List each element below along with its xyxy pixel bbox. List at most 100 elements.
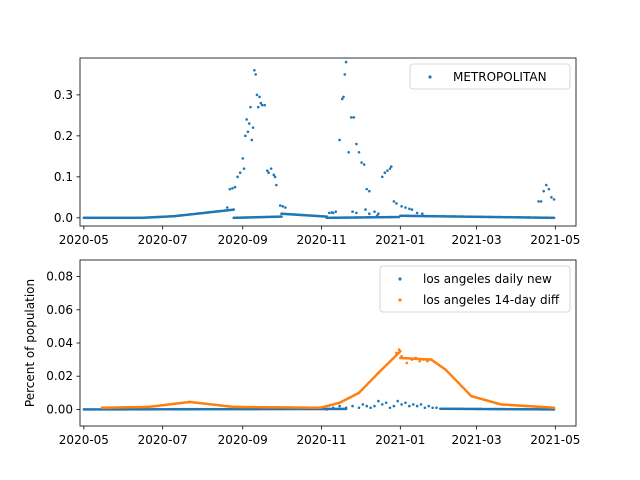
data-point	[552, 198, 556, 201]
x-tick-label: 2020-07	[138, 433, 188, 447]
data-point	[275, 183, 278, 187]
data-point	[368, 189, 371, 193]
y-axis-ticks: 0.00 0.02 0.04 0.06 0.08	[46, 270, 80, 416]
series-los-angeles-14-day-diff	[100, 348, 556, 410]
data-point	[278, 204, 282, 207]
y-axis-label: Percent of population	[23, 279, 37, 407]
legend: METROPOLITAN	[409, 63, 571, 90]
data-point	[258, 95, 261, 99]
data-point	[365, 187, 369, 191]
y-tick-label: 0.02	[46, 369, 73, 383]
x-tick-label: 2020-09	[218, 433, 268, 447]
data-point	[280, 215, 283, 218]
axes-frame	[79, 57, 577, 227]
data-point	[431, 406, 434, 410]
data-point	[259, 101, 263, 105]
chart-top-metropolitan: 2020-05 2020-07 2020-09 2020-11 2021-01 2021-…	[54, 57, 580, 247]
data-point	[245, 118, 248, 121]
data-point	[273, 175, 277, 179]
legend-box	[409, 63, 571, 90]
x-axis-ticks: 2020-05 2020-07 2020-09 2020-11 2021-01 2021-…	[59, 226, 580, 247]
data-point	[338, 404, 341, 408]
legend-label: METROPOLITAN	[453, 70, 547, 84]
data-point	[383, 171, 387, 175]
data-point	[269, 167, 273, 170]
data-point	[405, 361, 409, 365]
data-point	[342, 95, 345, 99]
data-point	[392, 200, 396, 203]
data-point	[251, 126, 255, 129]
data-point	[384, 401, 388, 405]
legend-label: los angeles 14-day diff	[423, 293, 560, 307]
y-axis-ticks: 0.0 0.1 0.2 0.3	[54, 88, 80, 225]
data-point	[254, 73, 257, 76]
y-tick-label: 0.08	[46, 270, 73, 284]
data-point	[369, 406, 372, 410]
data-point	[542, 189, 546, 193]
data-point	[267, 171, 270, 175]
data-point	[330, 211, 334, 214]
data-point	[377, 212, 380, 216]
data-point	[352, 116, 356, 119]
data-point	[361, 403, 365, 406]
data-point	[338, 138, 341, 142]
data-point	[362, 163, 366, 166]
y-tick-label: 0.3	[54, 88, 73, 102]
data-point	[420, 212, 424, 216]
data-point	[272, 173, 276, 177]
data-point	[246, 130, 250, 134]
x-tick-label: 2020-05	[59, 233, 109, 247]
data-point	[388, 167, 392, 170]
x-tick-label: 2020-11	[296, 433, 346, 447]
x-tick-label: 2021-03	[451, 233, 501, 247]
data-point	[380, 175, 384, 179]
data-point	[253, 68, 256, 72]
data-point	[419, 403, 423, 406]
data-point	[349, 116, 353, 119]
data-point	[415, 211, 419, 215]
data-point	[260, 103, 264, 107]
data-point	[552, 216, 556, 220]
data-point	[334, 210, 338, 213]
data-point	[238, 171, 242, 175]
data-point	[392, 404, 396, 408]
y-tick-label: 0.06	[46, 303, 73, 317]
data-point	[400, 354, 403, 358]
x-tick-label: 2021-03	[451, 433, 501, 447]
data-points	[82, 60, 556, 220]
data-point	[351, 404, 354, 408]
legend-box	[379, 265, 571, 313]
data-point	[422, 358, 425, 361]
data-point	[537, 200, 540, 203]
data-point	[360, 161, 363, 164]
data-point	[426, 359, 429, 363]
x-tick-label: 2020-07	[138, 233, 188, 247]
data-point	[544, 183, 548, 187]
data-point	[389, 165, 393, 168]
data-point	[418, 359, 422, 363]
data-point	[400, 205, 403, 208]
y-tick-label: 0.00	[46, 402, 73, 416]
data-point	[255, 93, 259, 97]
x-tick-label: 2021-05	[530, 433, 580, 447]
data-point	[281, 205, 285, 208]
data-point	[236, 175, 239, 179]
x-tick-label: 2021-01	[375, 233, 425, 247]
data-point	[410, 208, 414, 211]
data-point	[388, 406, 392, 410]
data-point	[395, 202, 398, 205]
data-point	[284, 206, 287, 209]
data-point	[414, 356, 418, 360]
data-point	[344, 406, 348, 410]
data-point	[380, 403, 384, 406]
data-point	[256, 105, 260, 109]
data-point	[373, 404, 376, 408]
data-point	[373, 210, 376, 213]
data-point	[250, 138, 254, 142]
data-point	[375, 214, 379, 218]
series-metropolitan	[82, 60, 556, 220]
data-point	[427, 404, 431, 408]
data-point	[404, 401, 407, 405]
data-point	[377, 399, 380, 403]
